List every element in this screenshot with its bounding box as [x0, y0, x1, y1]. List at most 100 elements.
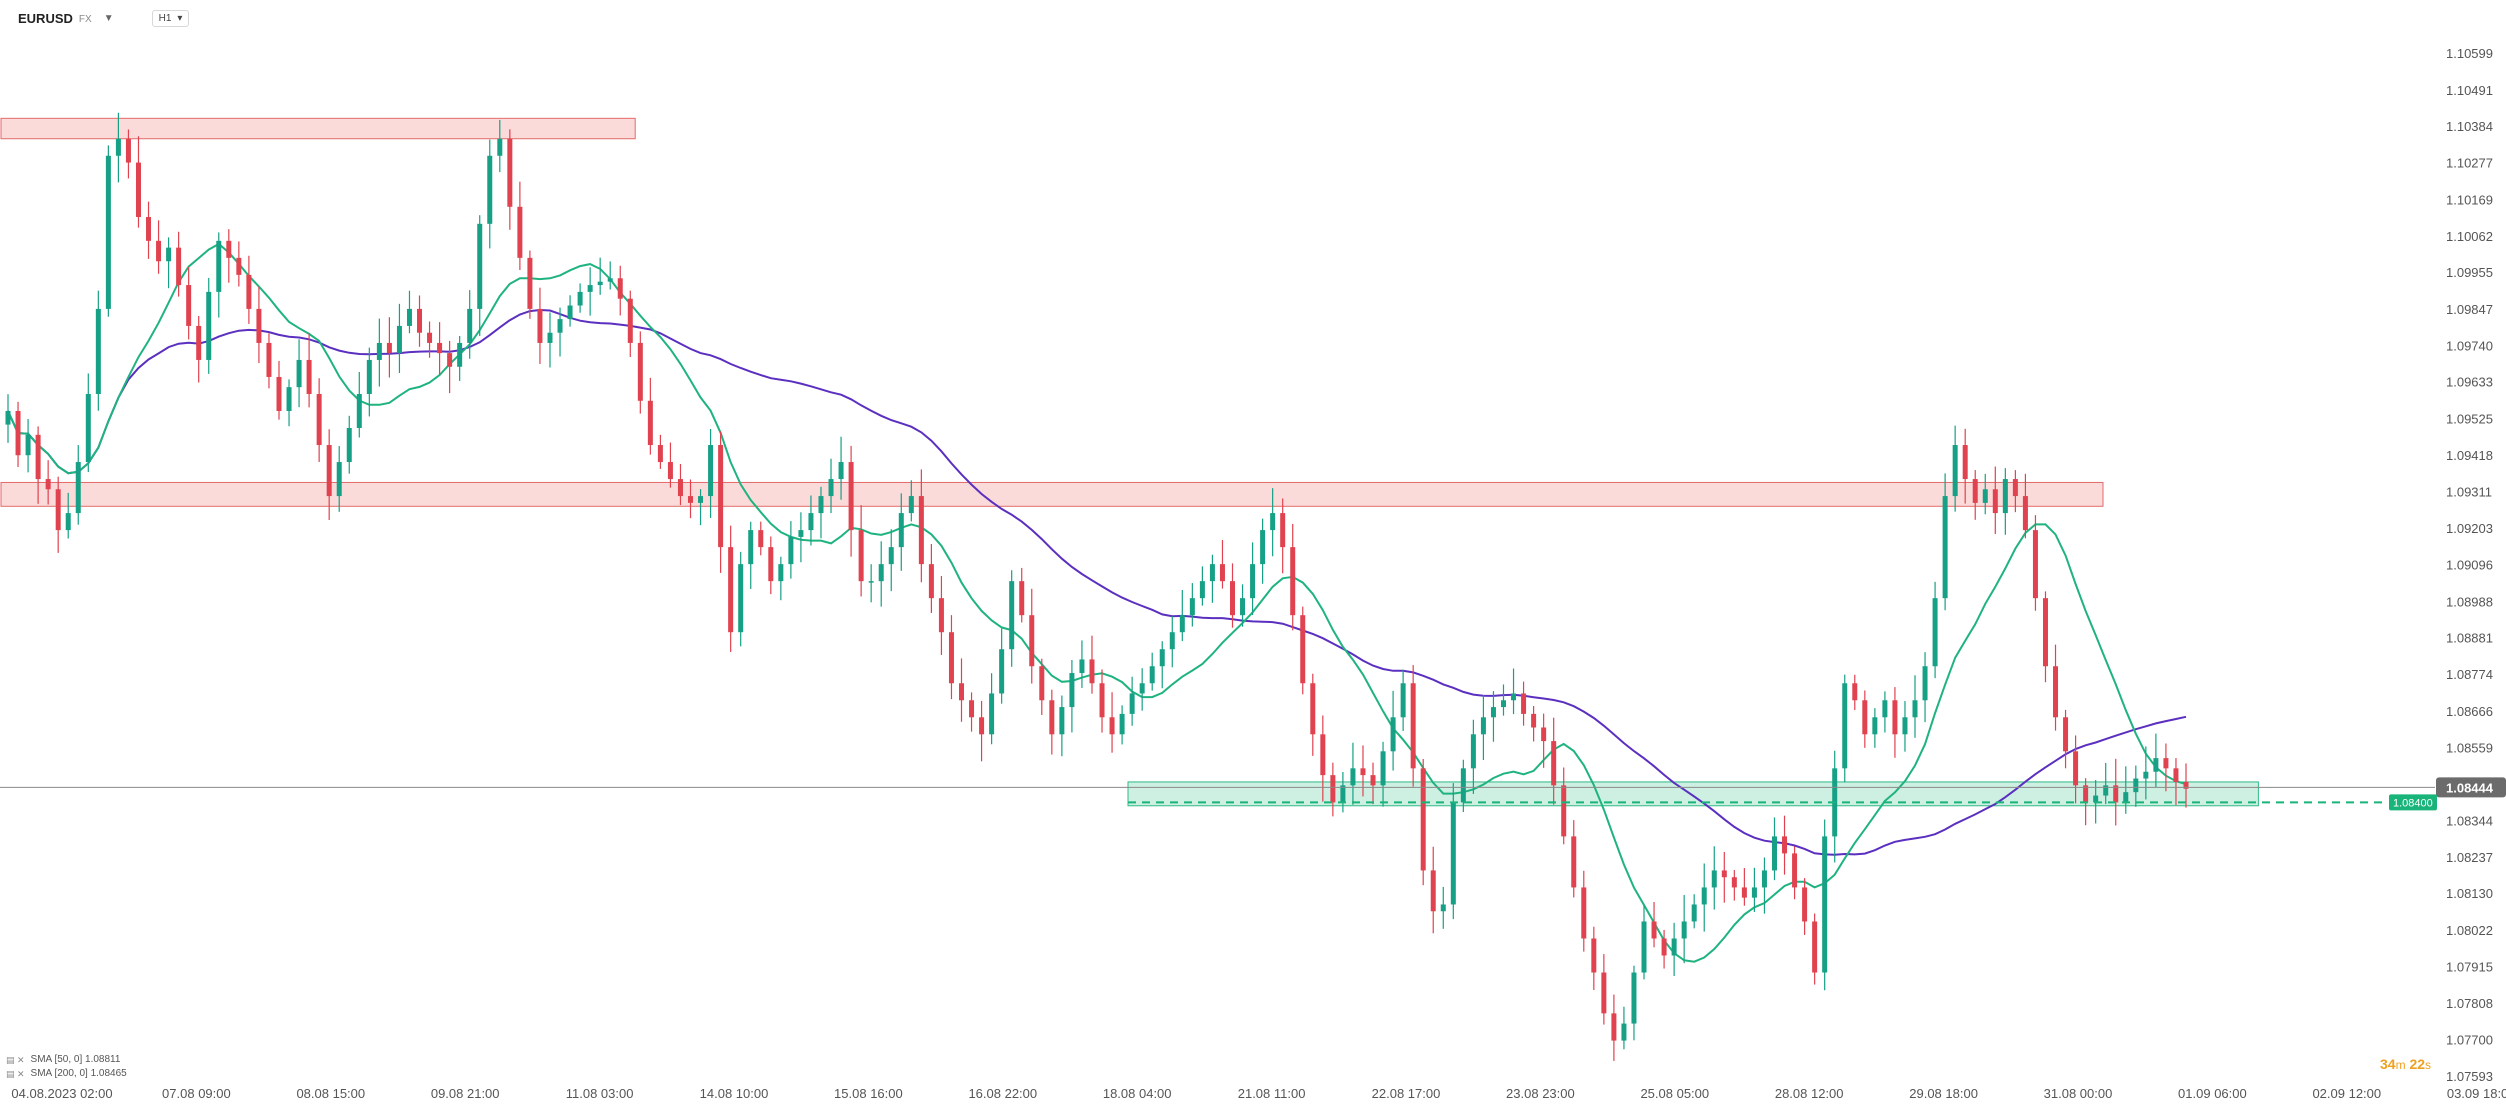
candle: [667, 442, 673, 488]
candle: [467, 290, 473, 359]
candle: [156, 220, 162, 274]
candle-body: [2073, 751, 2079, 786]
candle-body: [688, 496, 694, 503]
time-tick-label: 25.08 05:00: [1640, 1086, 1709, 1101]
timeframe-label: H1: [158, 12, 172, 24]
candle-body: [818, 496, 824, 514]
candle: [2032, 515, 2038, 611]
candle: [808, 495, 814, 546]
candle-body: [2012, 479, 2018, 497]
candle: [1460, 759, 1466, 813]
candle: [948, 615, 954, 700]
candle: [607, 261, 613, 290]
candle-body: [1360, 768, 1366, 776]
candle-body: [5, 410, 11, 425]
candle: [627, 290, 633, 357]
candle: [95, 290, 101, 411]
settings-icon[interactable]: ▤ ✕: [6, 1055, 25, 1065]
candle: [1029, 588, 1035, 684]
candle: [778, 556, 784, 601]
candle: [1430, 846, 1436, 934]
symbol-type: FX: [78, 14, 92, 25]
legend-sma200-label: SMA [200, 0] 1.08465: [30, 1068, 127, 1079]
candle-body: [2153, 758, 2159, 772]
candle: [577, 283, 583, 313]
legend-sma200[interactable]: ▤ ✕ SMA [200, 0] 1.08465: [6, 1067, 127, 1081]
price-axis[interactable]: 1.10599 1.10491 1.10384 1.10277 1.10169 1.100…: [2389, 46, 2506, 1084]
candle: [1511, 668, 1517, 715]
price-tick-label: 1.09847: [2446, 302, 2493, 317]
candle-body: [2173, 768, 2179, 782]
candle: [1260, 518, 1266, 584]
legend-sma50[interactable]: ▤ ✕ SMA [50, 0] 1.08811: [6, 1053, 127, 1067]
candle: [1500, 684, 1506, 716]
candle-body: [597, 281, 603, 286]
caret-down-icon[interactable]: ▼: [103, 12, 114, 24]
candle-body: [848, 462, 854, 531]
candle-body: [146, 217, 152, 241]
candle-body: [1882, 700, 1888, 718]
candle-body: [1380, 751, 1386, 786]
candle: [1069, 659, 1075, 733]
candle-body: [758, 530, 764, 548]
candle-body: [878, 564, 884, 582]
candle: [2123, 766, 2129, 814]
candle: [1099, 669, 1105, 733]
price-tick-label: 1.10169: [2446, 192, 2493, 207]
candle: [1340, 771, 1346, 813]
candle: [1551, 717, 1557, 805]
candle: [1310, 673, 1316, 756]
candle: [1661, 929, 1667, 969]
candle-body: [1641, 921, 1647, 973]
symbol-name[interactable]: EURUSD: [18, 10, 73, 26]
candle-body: [1480, 717, 1486, 735]
candle: [708, 429, 714, 518]
candle-body: [336, 462, 342, 497]
candle: [447, 340, 453, 394]
price-tick-label: 1.08022: [2446, 923, 2493, 938]
resistance-zone: [0, 481, 2104, 507]
candle: [1410, 665, 1416, 787]
candle: [1541, 713, 1547, 768]
candle: [286, 379, 292, 427]
candle: [1782, 815, 1788, 875]
price-tick-label: 1.08344: [2446, 813, 2493, 828]
candle-body: [1621, 1023, 1627, 1041]
settings-icon[interactable]: ▤ ✕: [6, 1069, 25, 1079]
candle-body: [176, 247, 182, 286]
current-price-tag: 1.08444: [2436, 777, 2506, 798]
candle: [1761, 857, 1767, 914]
candle: [1059, 695, 1065, 757]
candle: [1671, 922, 1677, 977]
candle: [1129, 676, 1135, 726]
candle: [657, 434, 663, 469]
candle: [1009, 570, 1015, 667]
candle: [1972, 470, 1978, 520]
candle-body: [1350, 768, 1356, 786]
candle-body: [888, 547, 894, 565]
candle-body: [356, 393, 362, 429]
candle: [969, 692, 975, 732]
candle: [1250, 542, 1256, 616]
candle-body: [1400, 683, 1406, 718]
candle-body: [1651, 921, 1657, 939]
chart-toolbar: EURUSD FX ▼ H1 ▾: [0, 0, 618, 36]
candle-body: [517, 206, 523, 258]
price-tick-label: 1.09955: [2446, 265, 2493, 280]
candle: [868, 564, 874, 603]
candle-body: [1340, 785, 1346, 803]
candle-body: [316, 393, 322, 446]
time-axis[interactable]: 04.08.2023 02:00 07.08 09:00 08.08 15:00 09…: [11, 1086, 2506, 1101]
support-zone: [1127, 781, 2259, 807]
candle: [396, 303, 402, 374]
candle-body: [1179, 615, 1185, 633]
timeframe-selector[interactable]: H1 ▾: [151, 9, 190, 27]
candle: [838, 436, 844, 500]
candle: [1139, 668, 1145, 711]
candle-body: [858, 530, 864, 582]
candle-body: [2183, 781, 2189, 789]
candle-body: [1792, 853, 1798, 888]
time-tick-label: 02.09 12:00: [2312, 1086, 2381, 1101]
candle-body: [698, 496, 704, 503]
